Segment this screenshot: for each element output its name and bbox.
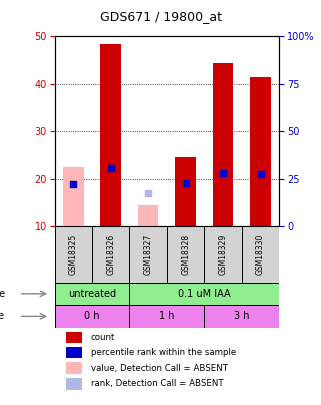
Point (71, 180, 76, 187)
Bar (213, 62, 233, 226)
Text: 1 h: 1 h (159, 311, 175, 321)
Text: 0 h: 0 h (84, 311, 100, 321)
Bar (129, 305, 204, 328)
Text: 0.1 uM IAA: 0.1 uM IAA (178, 289, 231, 299)
Bar (55, 305, 129, 328)
Text: GSM18328: GSM18328 (181, 234, 190, 275)
Bar (66, 378, 82, 390)
Bar (100, 44, 121, 226)
Text: GSM18326: GSM18326 (106, 234, 115, 275)
Text: time: time (0, 311, 5, 321)
Text: count: count (91, 333, 115, 342)
Text: GSM18327: GSM18327 (144, 234, 153, 275)
Bar (63, 167, 83, 226)
Point (108, 165, 113, 172)
Bar (138, 205, 159, 226)
Point (146, 190, 151, 196)
Text: dose: dose (0, 289, 6, 299)
Bar (66, 332, 82, 343)
Text: percentile rank within the sample: percentile rank within the sample (91, 348, 236, 357)
Text: GSM18325: GSM18325 (69, 234, 78, 275)
Point (221, 170, 226, 176)
Text: rank, Detection Call = ABSENT: rank, Detection Call = ABSENT (91, 379, 223, 388)
Bar (175, 158, 196, 226)
Point (258, 171, 263, 177)
Bar (66, 347, 82, 358)
Point (183, 179, 188, 186)
Bar (250, 77, 271, 226)
Text: GSM18329: GSM18329 (219, 234, 228, 275)
Text: value, Detection Call = ABSENT: value, Detection Call = ABSENT (91, 364, 228, 373)
Text: GDS671 / 19800_at: GDS671 / 19800_at (100, 10, 221, 23)
Bar (129, 283, 279, 305)
Text: GSM18330: GSM18330 (256, 234, 265, 275)
Text: 3 h: 3 h (234, 311, 249, 321)
Bar (66, 362, 82, 374)
Bar (204, 305, 279, 328)
Text: untreated: untreated (68, 289, 116, 299)
Bar (55, 283, 129, 305)
